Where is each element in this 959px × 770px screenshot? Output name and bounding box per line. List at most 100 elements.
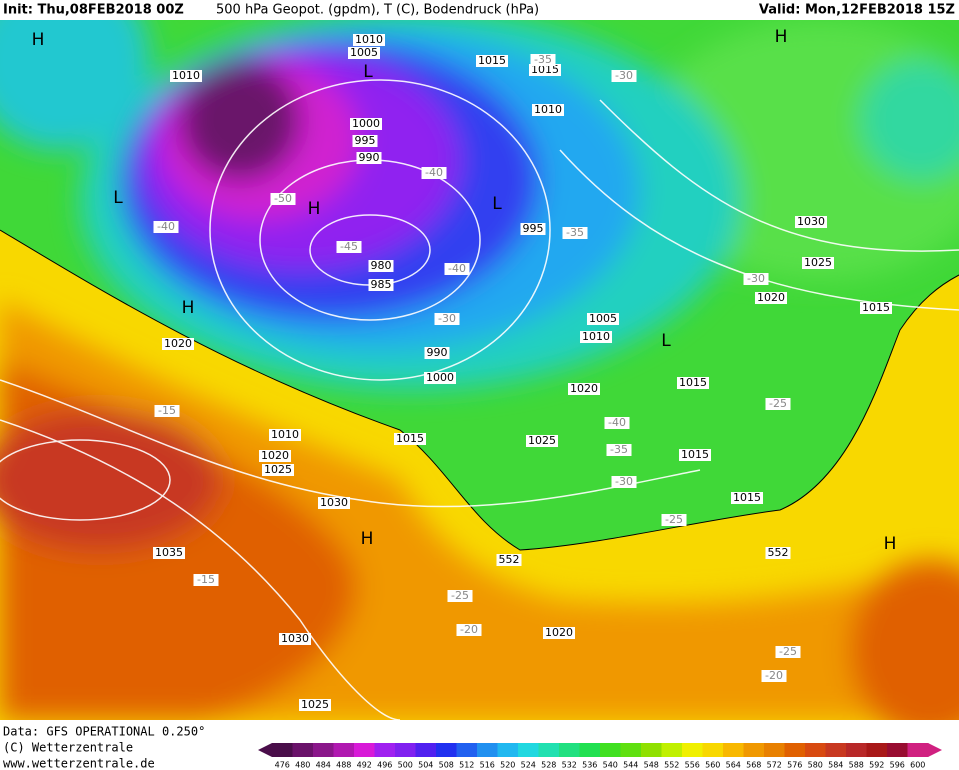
colorbar-swatch [907,743,929,757]
temperature-label: -35 [610,443,628,456]
colorbar-swatch [723,743,744,757]
isobar-label-box [153,547,185,559]
isobar-label: 995 [355,134,376,147]
colorbar-swatch [825,743,847,757]
colorbar-label: 600 [910,761,925,770]
isobar-label: 1000 [352,117,380,130]
isobar-label-box [162,338,194,350]
temperature-label-box [661,514,687,526]
isobar-label-box [350,118,382,130]
isobar-label-box [269,429,301,441]
isobar-label: 1020 [570,382,598,395]
temperature-label: -15 [197,573,215,586]
temperature-label-box [456,624,482,636]
isobar-label: 1010 [172,69,200,82]
colorbar-swatch [743,743,765,757]
copyright: (C) Wetterzentrale [3,741,133,755]
temperature-label: -50 [274,192,292,205]
isobar-label: 1005 [589,312,617,325]
isobar-label: 1025 [804,256,832,269]
isobar-label-box [765,547,791,559]
isobar-label-box [170,70,202,82]
pressure-center: L [661,331,671,351]
isobar-label: 985 [371,278,392,291]
colorbar-arrow-right [928,743,942,757]
colorbar: 476 480 484 488 492 496 500 504 508 512 516 520 524 5… [258,743,942,770]
colorbar-label: 576 [787,761,802,770]
colorbar-swatch [395,743,416,757]
isobar-label: 1015 [681,448,709,461]
colorbar-label: 504 [418,761,433,770]
temperature-label-box [606,444,632,456]
pressure-center: H [775,27,788,47]
pressure-center: H [361,529,374,549]
colorbar-arrow-left [258,743,272,757]
isobar-label-box [476,55,508,67]
colorbar-label: 500 [398,761,413,770]
colorbar-label: 584 [828,761,843,770]
temperature-label-box [336,241,362,253]
colorbar-swatch [354,743,375,757]
isobar-label-box [318,497,350,509]
temperature-label-box [421,167,447,179]
colorbar-swatch [600,743,621,757]
colorbar-swatch [313,743,334,757]
colorbar-swatch [887,743,908,757]
temperature-label: -30 [615,475,633,488]
isobar-label: 990 [359,151,380,164]
isobar-label: 1015 [862,301,890,314]
temperature-label-box [604,417,630,429]
colorbar-swatch [374,743,396,757]
colorbar-swatch [661,743,683,757]
temperature-label-box [765,398,791,410]
colorbar-label: 520 [500,761,515,770]
colorbar-label: 512 [459,761,474,770]
colorbar-label: 516 [480,761,495,770]
colorbar-swatch [784,743,806,757]
isobar-label-box [529,64,561,76]
colorbar-swatch [702,743,724,757]
colorbar-label: 556 [685,761,700,770]
temperature-label: -40 [448,262,466,275]
isobar-label-box [679,449,711,461]
temperature-label-box [270,193,296,205]
colorbar-label: 568 [746,761,761,770]
isobar-label-box [259,450,291,462]
isobar-label-box [356,152,382,164]
colorbar-label: 492 [357,761,372,770]
temperature-label-box [775,646,801,658]
isobar-label: 1035 [155,546,183,559]
pressure-center: L [113,188,123,208]
isobar-label-box [755,292,787,304]
pressure-center: H [32,30,45,50]
isobar-label: 1000 [426,371,454,384]
isobar-label: 1020 [757,291,785,304]
colorbar-swatch [456,743,478,757]
isobar-label-box [731,492,763,504]
temperature-label-box [562,227,588,239]
isobar-label-box [262,464,294,476]
isobar-label-box [520,223,546,235]
pressure-center: L [363,62,373,82]
temperature-label-box [611,476,637,488]
colorbar-label: 496 [377,761,392,770]
colorbar-label: 544 [623,761,638,770]
isobar-label: 1015 [531,63,559,76]
isobar-label: 1010 [534,103,562,116]
isobar-label: 1020 [545,626,573,639]
data-source: Data: GFS OPERATIONAL 0.250° [3,725,205,739]
colorbar-label: 488 [336,761,351,770]
isobar-label-box [526,435,558,447]
temperature-label: -30 [747,272,765,285]
colorbar-swatch [292,743,314,757]
temperature-label: -20 [460,623,478,636]
colorbar-label: 548 [644,761,659,770]
isobar-label: 1015 [733,491,761,504]
temperature-label-box [434,313,460,325]
isobar-label: 1015 [396,432,424,445]
isobar-label-box [424,372,456,384]
isobar-label: 552 [499,553,520,566]
isobar-label: 1010 [582,330,610,343]
isobar-label-box [353,34,385,46]
colorbar-label: 524 [521,761,536,770]
